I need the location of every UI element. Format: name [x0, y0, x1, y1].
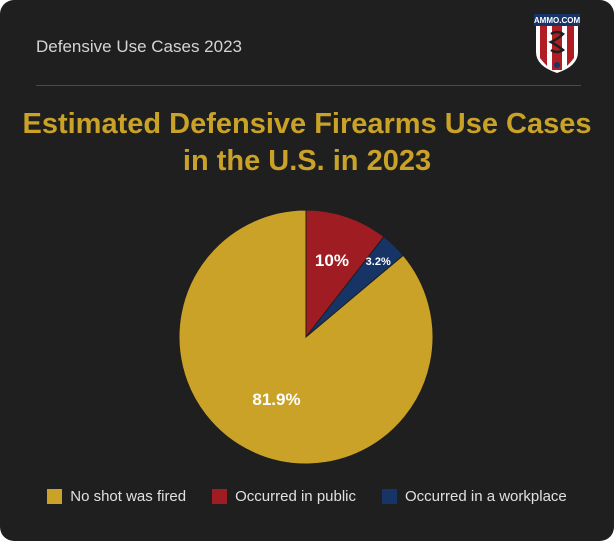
pie-label-occurred-in-a-workplace: 3.2%: [366, 256, 391, 268]
chart-title: Estimated Defensive Firearms Use Cases i…: [0, 106, 614, 180]
chart-title-line-1: Estimated Defensive Firearms Use Cases: [22, 108, 592, 140]
header-divider: [36, 85, 581, 86]
legend-label: No shot was fired: [70, 488, 187, 505]
svg-text:AMMO.COM: AMMO.COM: [534, 16, 580, 25]
legend-item-no-shot: No shot was fired: [47, 488, 186, 505]
legend-item-workplace: Occurred in a workplace: [382, 488, 567, 505]
chart-title-line-2: in the U.S. in 2023: [182, 145, 432, 177]
legend-swatch-gold: [47, 489, 63, 504]
pie-slice-no-shot-was-fired: [178, 209, 434, 465]
legend-label: Occurred in public: [235, 488, 357, 505]
pie-slice-occurred-in-public: [305, 209, 385, 339]
legend-item-public: Occurred in public: [212, 488, 356, 505]
legend-swatch-red: [212, 489, 228, 504]
pie-label-no-shot-was-fired: 81.9%: [252, 390, 300, 409]
header-title: Defensive Use Cases 2023: [36, 37, 243, 56]
pie-label-occurred-in-public: 10%: [315, 251, 349, 270]
legend: No shot was fired Occurred in public Occ…: [0, 488, 614, 505]
ammo-com-logo: AMMO.COM: [534, 14, 580, 73]
legend-label: Occurred in a workplace: [405, 488, 567, 505]
legend-swatch-navy: [382, 489, 398, 504]
